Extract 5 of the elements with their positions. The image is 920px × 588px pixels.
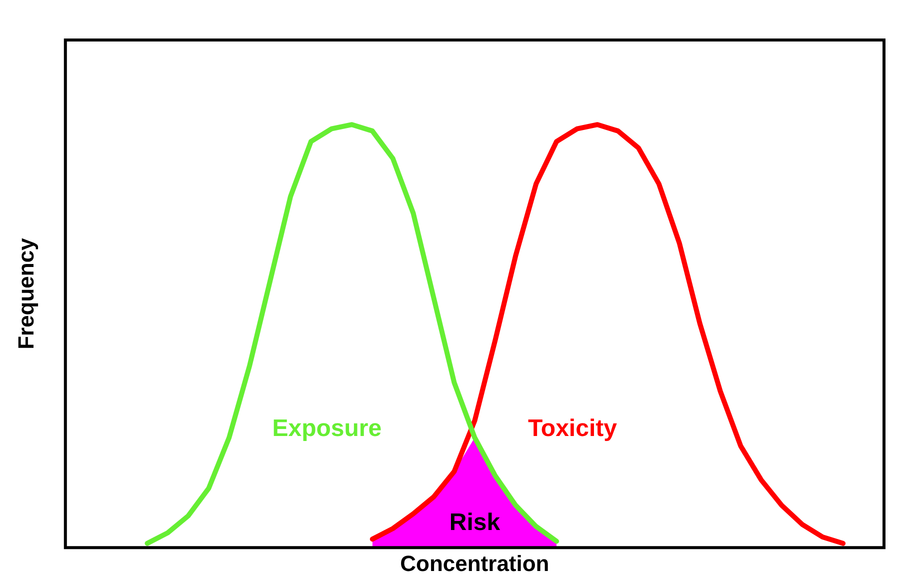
series-label: Exposure bbox=[272, 414, 382, 442]
x-axis-title: Concentration bbox=[400, 550, 550, 576]
text: Toxicity bbox=[528, 414, 618, 442]
series-label: Risk bbox=[449, 509, 501, 536]
y-axis-title: Frequency bbox=[13, 237, 38, 350]
